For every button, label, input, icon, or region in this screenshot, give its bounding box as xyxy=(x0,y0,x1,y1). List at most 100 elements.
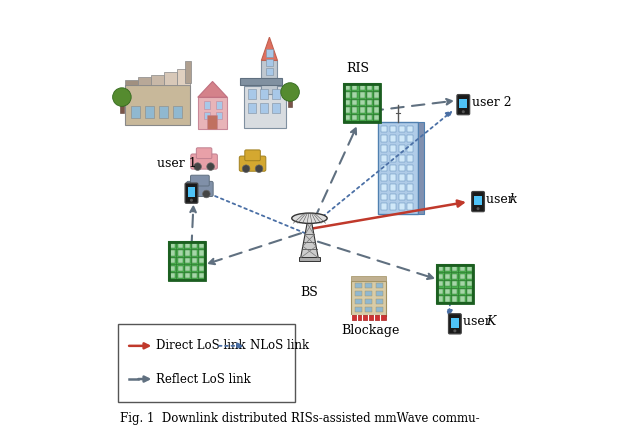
FancyBboxPatch shape xyxy=(399,126,404,133)
FancyBboxPatch shape xyxy=(399,184,404,190)
FancyBboxPatch shape xyxy=(445,266,450,271)
FancyBboxPatch shape xyxy=(399,193,404,200)
FancyBboxPatch shape xyxy=(399,155,404,162)
FancyBboxPatch shape xyxy=(390,184,396,190)
FancyBboxPatch shape xyxy=(381,126,387,133)
FancyBboxPatch shape xyxy=(170,242,205,280)
FancyBboxPatch shape xyxy=(374,115,379,121)
FancyBboxPatch shape xyxy=(467,266,472,271)
FancyBboxPatch shape xyxy=(185,258,189,263)
FancyBboxPatch shape xyxy=(445,296,450,302)
FancyBboxPatch shape xyxy=(437,265,473,303)
FancyBboxPatch shape xyxy=(390,126,396,133)
FancyBboxPatch shape xyxy=(381,174,387,181)
FancyBboxPatch shape xyxy=(198,97,227,129)
FancyBboxPatch shape xyxy=(367,92,372,98)
FancyBboxPatch shape xyxy=(408,193,413,200)
FancyBboxPatch shape xyxy=(125,79,138,85)
Polygon shape xyxy=(261,37,277,60)
FancyBboxPatch shape xyxy=(418,121,424,214)
FancyBboxPatch shape xyxy=(460,296,465,302)
FancyBboxPatch shape xyxy=(177,258,182,263)
Polygon shape xyxy=(198,82,227,97)
FancyBboxPatch shape xyxy=(449,314,461,334)
FancyBboxPatch shape xyxy=(188,187,195,197)
Circle shape xyxy=(207,163,214,170)
FancyBboxPatch shape xyxy=(185,243,189,248)
FancyBboxPatch shape xyxy=(452,281,458,287)
FancyBboxPatch shape xyxy=(118,324,294,402)
FancyBboxPatch shape xyxy=(399,136,404,142)
FancyBboxPatch shape xyxy=(408,203,413,210)
FancyBboxPatch shape xyxy=(452,274,458,279)
FancyBboxPatch shape xyxy=(245,150,260,161)
FancyBboxPatch shape xyxy=(151,75,164,85)
FancyBboxPatch shape xyxy=(199,258,204,263)
Circle shape xyxy=(453,329,456,332)
FancyBboxPatch shape xyxy=(240,78,282,85)
FancyBboxPatch shape xyxy=(438,266,443,271)
FancyBboxPatch shape xyxy=(467,289,472,294)
FancyBboxPatch shape xyxy=(390,164,396,171)
FancyBboxPatch shape xyxy=(344,84,380,121)
FancyBboxPatch shape xyxy=(457,94,470,115)
FancyBboxPatch shape xyxy=(378,121,418,214)
FancyBboxPatch shape xyxy=(381,164,387,171)
FancyBboxPatch shape xyxy=(381,136,387,142)
FancyBboxPatch shape xyxy=(353,115,358,121)
FancyBboxPatch shape xyxy=(216,112,222,119)
Text: K: K xyxy=(486,315,496,328)
FancyBboxPatch shape xyxy=(159,106,168,118)
FancyBboxPatch shape xyxy=(399,174,404,181)
FancyBboxPatch shape xyxy=(192,243,197,248)
FancyBboxPatch shape xyxy=(346,115,350,121)
FancyBboxPatch shape xyxy=(376,307,383,312)
FancyBboxPatch shape xyxy=(185,183,198,203)
FancyBboxPatch shape xyxy=(376,291,383,296)
FancyBboxPatch shape xyxy=(438,296,443,302)
FancyBboxPatch shape xyxy=(467,274,472,279)
FancyBboxPatch shape xyxy=(367,100,372,105)
Circle shape xyxy=(243,165,250,172)
FancyBboxPatch shape xyxy=(120,103,124,113)
FancyBboxPatch shape xyxy=(272,103,280,113)
FancyBboxPatch shape xyxy=(390,136,396,142)
FancyBboxPatch shape xyxy=(390,145,396,152)
FancyBboxPatch shape xyxy=(460,289,465,294)
FancyBboxPatch shape xyxy=(381,145,387,152)
FancyBboxPatch shape xyxy=(353,100,358,105)
FancyBboxPatch shape xyxy=(266,68,273,75)
FancyBboxPatch shape xyxy=(460,281,465,287)
FancyBboxPatch shape xyxy=(451,318,459,328)
Text: NLoS link: NLoS link xyxy=(250,339,308,352)
Circle shape xyxy=(203,190,210,198)
FancyBboxPatch shape xyxy=(170,258,175,263)
FancyBboxPatch shape xyxy=(467,296,472,302)
FancyBboxPatch shape xyxy=(177,243,182,248)
FancyBboxPatch shape xyxy=(207,115,218,130)
FancyBboxPatch shape xyxy=(266,59,273,66)
FancyBboxPatch shape xyxy=(390,155,396,162)
FancyBboxPatch shape xyxy=(170,243,175,248)
Text: user: user xyxy=(486,193,518,206)
FancyBboxPatch shape xyxy=(374,100,379,105)
FancyBboxPatch shape xyxy=(260,103,268,113)
FancyBboxPatch shape xyxy=(192,258,197,263)
FancyBboxPatch shape xyxy=(170,266,175,271)
FancyBboxPatch shape xyxy=(408,184,413,190)
Text: Blockage: Blockage xyxy=(341,324,400,337)
FancyBboxPatch shape xyxy=(299,257,320,261)
FancyBboxPatch shape xyxy=(244,86,286,128)
FancyBboxPatch shape xyxy=(185,266,189,271)
FancyBboxPatch shape xyxy=(374,92,379,98)
FancyBboxPatch shape xyxy=(452,266,458,271)
FancyBboxPatch shape xyxy=(355,307,362,312)
FancyBboxPatch shape xyxy=(145,106,154,118)
FancyBboxPatch shape xyxy=(452,296,458,302)
FancyBboxPatch shape xyxy=(289,96,292,107)
FancyBboxPatch shape xyxy=(199,251,204,256)
FancyBboxPatch shape xyxy=(131,106,140,118)
FancyBboxPatch shape xyxy=(177,69,190,85)
FancyBboxPatch shape xyxy=(365,307,372,312)
FancyBboxPatch shape xyxy=(185,273,189,278)
